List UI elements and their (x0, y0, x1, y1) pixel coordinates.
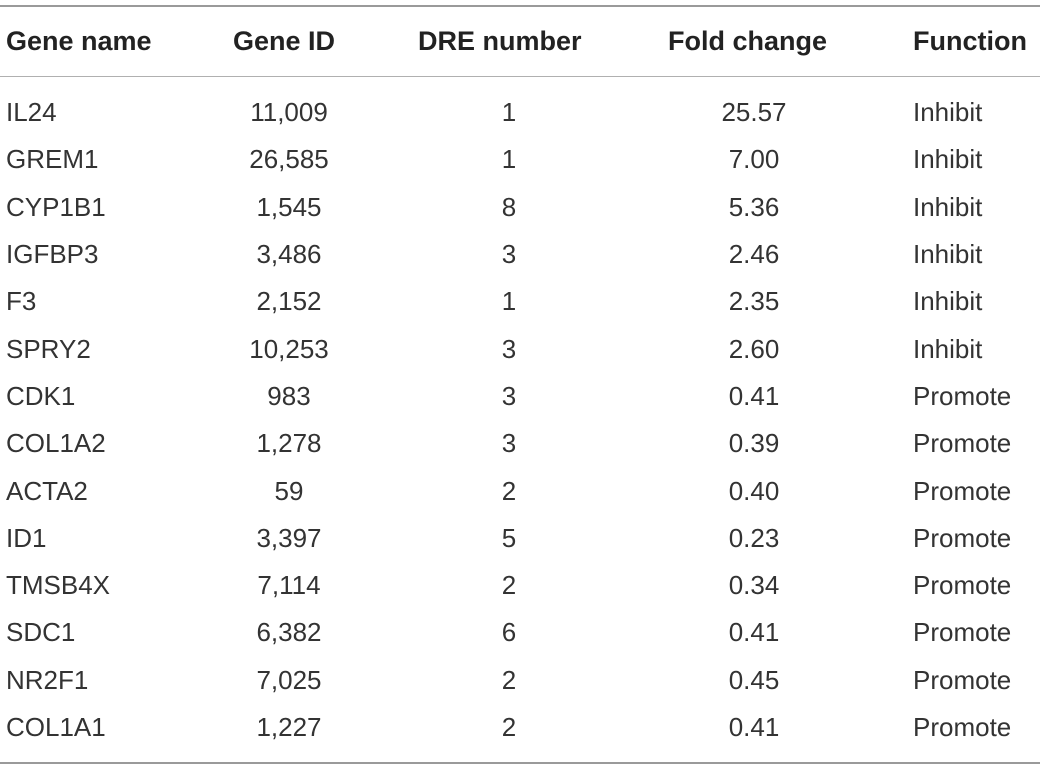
table-row: IL24 11,009 1 25.57 Inhibit (0, 89, 1040, 136)
cell-function: Inhibit (913, 144, 983, 175)
cell-fold-change: 0.41 (728, 617, 780, 648)
table-row: ID1 3,397 5 0.23 Promote (0, 515, 1040, 562)
cell-function: Promote (913, 617, 1012, 648)
header-fold-change: Fold change (668, 26, 828, 56)
cell-function: Promote (913, 380, 1012, 411)
cell-gene-name: CDK1 (6, 380, 76, 411)
cell-function: Inhibit (913, 97, 983, 128)
cell-dre-number: 6 (501, 617, 517, 648)
cell-fold-change: 5.36 (728, 191, 780, 222)
cell-dre-number: 3 (501, 239, 517, 270)
header-dre-number: DRE number (418, 26, 582, 56)
cell-function: Inhibit (913, 191, 983, 222)
cell-gene-name: SDC1 (6, 617, 76, 648)
table-row: SPRY2 10,253 3 2.60 Inhibit (0, 326, 1040, 373)
cell-function: Inhibit (913, 239, 983, 270)
cell-function: Inhibit (913, 286, 983, 317)
cell-fold-change: 0.40 (728, 475, 780, 506)
cell-gene-id: 59 (274, 475, 304, 506)
cell-gene-name: NR2F1 (6, 664, 89, 695)
table-row: SDC1 6,382 6 0.41 Promote (0, 609, 1040, 656)
cell-dre-number: 2 (501, 664, 517, 695)
cell-gene-name: IL24 (6, 97, 57, 128)
header-gene-id: Gene ID (233, 26, 336, 56)
cell-dre-number: 5 (501, 522, 517, 553)
cell-fold-change: 7.00 (728, 144, 780, 175)
cell-fold-change: 0.41 (728, 712, 780, 743)
cell-fold-change: 0.41 (728, 380, 780, 411)
cell-function: Promote (913, 522, 1012, 553)
cell-gene-id: 10,253 (249, 333, 329, 364)
cell-dre-number: 2 (501, 712, 517, 743)
cell-fold-change: 0.34 (728, 570, 780, 601)
cell-dre-number: 1 (501, 97, 517, 128)
cell-gene-id: 1,278 (256, 428, 322, 459)
cell-gene-name: IGFBP3 (6, 239, 99, 270)
cell-function: Promote (913, 428, 1012, 459)
cell-fold-change: 2.35 (728, 286, 780, 317)
table-row: F3 2,152 1 2.35 Inhibit (0, 278, 1040, 325)
cell-dre-number: 3 (501, 428, 517, 459)
table-header-row: Gene name Gene ID DRE number Fold change… (0, 7, 1040, 76)
cell-fold-change: 0.45 (728, 664, 780, 695)
cell-gene-name: CYP1B1 (6, 191, 106, 222)
cell-gene-id: 11,009 (250, 97, 328, 128)
cell-gene-id: 7,114 (257, 570, 321, 601)
cell-gene-id: 3,397 (256, 522, 322, 553)
cell-gene-name: SPRY2 (6, 333, 91, 364)
cell-function: Promote (913, 475, 1012, 506)
cell-gene-id: 3,486 (256, 239, 322, 270)
cell-fold-change: 0.23 (728, 522, 780, 553)
table-row: NR2F1 7,025 2 0.45 Promote (0, 657, 1040, 704)
table-row: IGFBP3 3,486 3 2.46 Inhibit (0, 231, 1040, 278)
cell-gene-id: 1,227 (256, 712, 322, 743)
cell-dre-number: 8 (501, 191, 517, 222)
table-row: CDK1 983 3 0.41 Promote (0, 373, 1040, 420)
cell-gene-id: 983 (267, 380, 311, 411)
header-gene-name: Gene name (6, 26, 152, 56)
cell-fold-change: 25.57 (721, 97, 787, 128)
cell-fold-change: 0.39 (728, 428, 780, 459)
cell-dre-number: 3 (501, 333, 517, 364)
cell-function: Promote (913, 664, 1012, 695)
cell-function: Inhibit (913, 333, 983, 364)
cell-gene-id: 1,545 (256, 191, 322, 222)
cell-gene-id: 2,152 (256, 286, 322, 317)
cell-gene-name: ID1 (6, 522, 47, 553)
cell-function: Promote (913, 570, 1012, 601)
cell-fold-change: 2.46 (728, 239, 780, 270)
cell-function: Promote (913, 712, 1012, 743)
cell-gene-id: 7,025 (256, 664, 322, 695)
cell-gene-name: GREM1 (6, 144, 99, 175)
cell-dre-number: 2 (501, 570, 517, 601)
table-row: CYP1B1 1,545 8 5.36 Inhibit (0, 184, 1040, 231)
table-row: COL1A1 1,227 2 0.41 Promote (0, 704, 1040, 751)
cell-dre-number: 1 (501, 286, 517, 317)
table-bottom-rule (0, 762, 1040, 764)
header-function: Function (913, 26, 1027, 56)
cell-gene-name: COL1A2 (6, 428, 106, 459)
cell-dre-number: 2 (501, 475, 517, 506)
cell-gene-id: 26,585 (249, 144, 329, 175)
cell-gene-name: TMSB4X (6, 570, 111, 601)
cell-gene-id: 6,382 (256, 617, 322, 648)
table-row: GREM1 26,585 1 7.00 Inhibit (0, 136, 1040, 183)
table-top-rule (0, 5, 1040, 7)
cell-gene-name: F3 (6, 286, 37, 317)
table-header-rule (0, 76, 1040, 77)
table-row: COL1A2 1,278 3 0.39 Promote (0, 420, 1040, 467)
cell-gene-name: COL1A1 (6, 712, 106, 743)
table-row: ACTA2 59 2 0.40 Promote (0, 467, 1040, 514)
cell-dre-number: 3 (501, 380, 517, 411)
cell-gene-name: ACTA2 (6, 475, 88, 506)
cell-dre-number: 1 (501, 144, 517, 175)
cell-fold-change: 2.60 (728, 333, 780, 364)
table-row: TMSB4X 7,114 2 0.34 Promote (0, 562, 1040, 609)
